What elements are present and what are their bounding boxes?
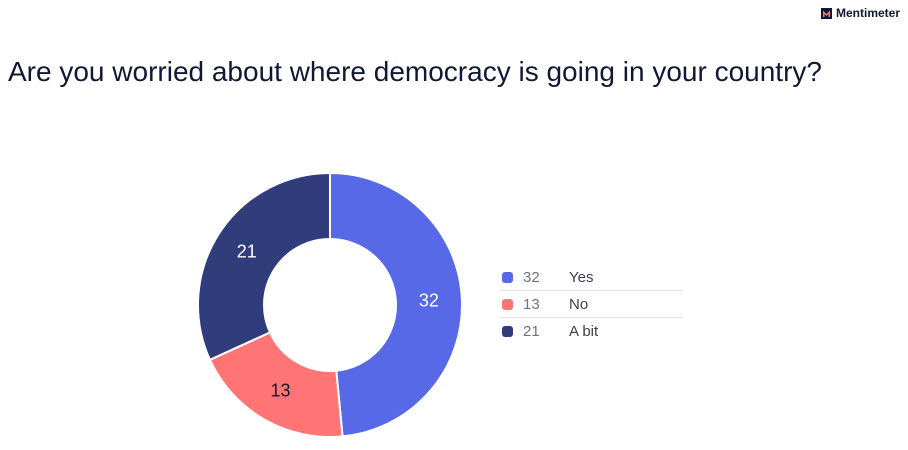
legend-item-no: 13 No — [500, 291, 683, 318]
legend-swatch-no — [502, 298, 513, 310]
legend-swatch-a-bit — [502, 325, 513, 337]
legend-label: Yes — [569, 268, 594, 286]
legend-value: 21 — [523, 322, 540, 340]
donut-slice-yes — [329, 171, 463, 438]
slice-label-yes: 32 — [419, 290, 439, 310]
slice-label-a-bit: 21 — [237, 241, 257, 261]
legend: 32 Yes 13 No 21 A bit — [500, 264, 683, 344]
question-title: Are you worried about where democracy is… — [8, 56, 822, 87]
donut-slice-a-bit — [197, 171, 331, 362]
legend-item-yes: 32 Yes — [500, 264, 683, 291]
mentimeter-logo-icon — [820, 7, 832, 19]
legend-value: 32 — [523, 268, 540, 286]
brand-name: Mentimeter — [835, 6, 900, 20]
donut-slice-no — [208, 331, 344, 438]
slice-label-no: 13 — [270, 381, 290, 401]
donut-chart: 32 13 21 — [197, 171, 463, 438]
brand: Mentimeter — [820, 6, 900, 20]
legend-label: A bit — [569, 322, 599, 340]
legend-swatch-yes — [502, 271, 513, 283]
legend-value: 13 — [523, 295, 540, 313]
legend-item-a-bit: 21 A bit — [500, 318, 683, 344]
legend-label: No — [569, 295, 589, 313]
